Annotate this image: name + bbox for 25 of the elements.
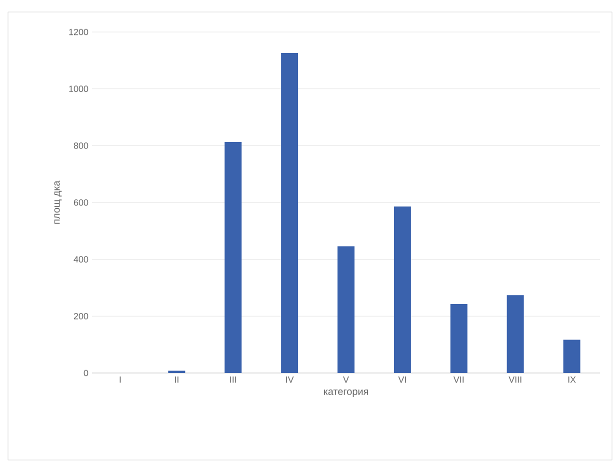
x-tick-label: IV bbox=[286, 376, 294, 383]
x-tick-label: VIII bbox=[508, 376, 522, 383]
bar bbox=[338, 246, 355, 373]
x-tick-label: I bbox=[120, 376, 121, 383]
x-axis-title: категория bbox=[324, 390, 368, 397]
x-tick-label: VII bbox=[453, 376, 464, 383]
y-tick-label: 0 bbox=[84, 370, 88, 376]
bar bbox=[281, 53, 298, 373]
x-tick-label: IX bbox=[568, 376, 576, 383]
x-tick-label: III bbox=[230, 376, 236, 383]
y-tick-label: 600 bbox=[74, 199, 88, 206]
bar bbox=[394, 206, 411, 373]
y-tick-label: 400 bbox=[74, 256, 88, 263]
y-tick-label: 800 bbox=[74, 142, 88, 149]
y-axis-title: площ дка bbox=[54, 180, 62, 224]
y-tick-label: 1200 bbox=[69, 28, 88, 36]
bar bbox=[563, 340, 580, 373]
x-tick-label: II bbox=[175, 376, 178, 383]
bar bbox=[450, 304, 468, 373]
y-tick-label: 200 bbox=[74, 312, 88, 320]
bar bbox=[506, 295, 524, 373]
x-tick-label: VI bbox=[398, 376, 406, 383]
y-tick-label: 1000 bbox=[69, 86, 88, 92]
x-tick-label: V bbox=[343, 376, 349, 383]
bar bbox=[224, 142, 242, 373]
